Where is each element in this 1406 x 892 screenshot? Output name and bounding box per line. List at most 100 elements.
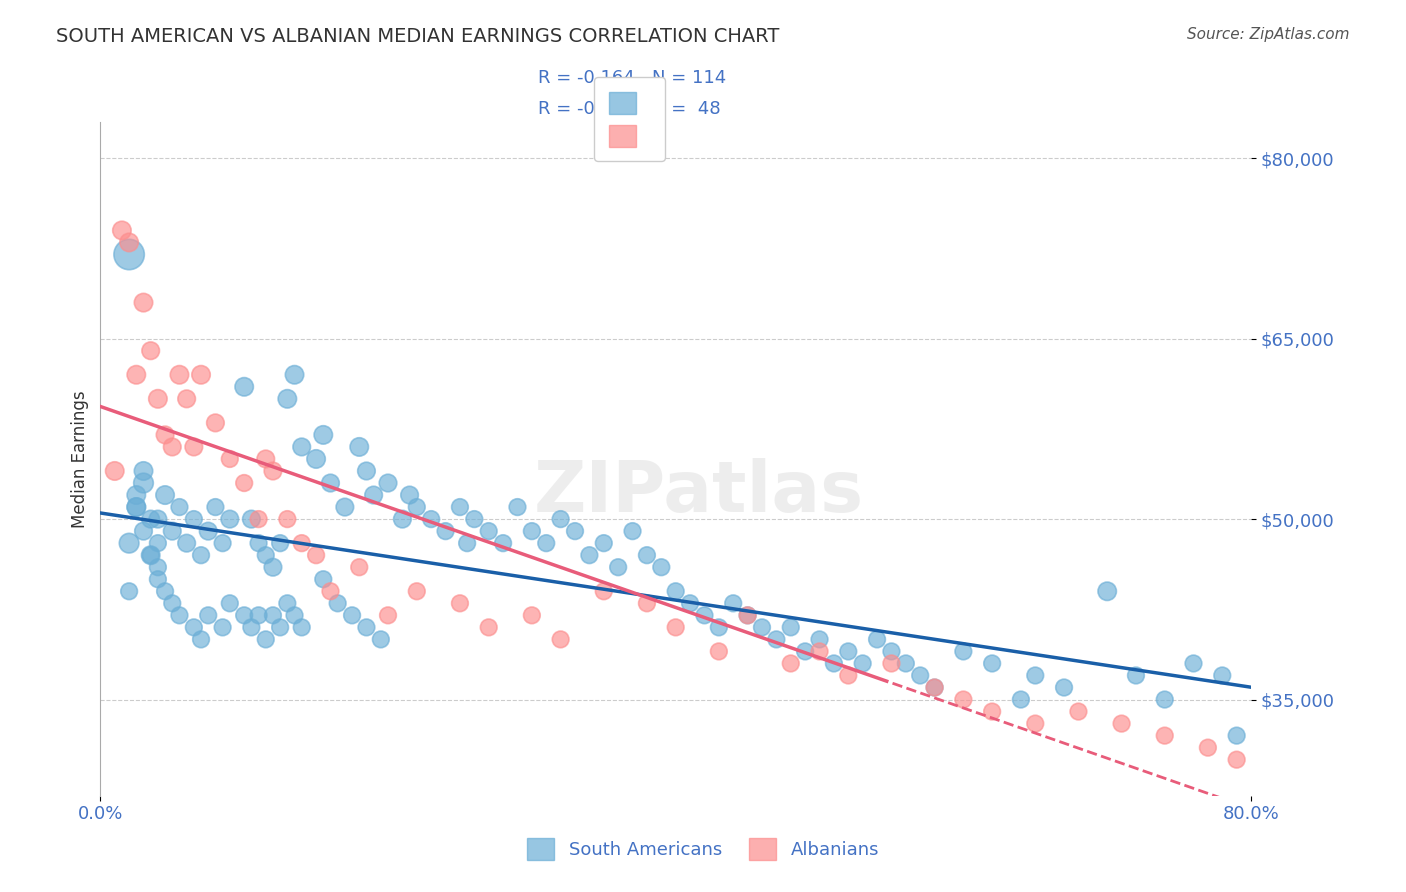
- Point: [233, 476, 256, 491]
- Point: [190, 548, 212, 562]
- Point: [564, 524, 586, 538]
- Point: [283, 368, 305, 382]
- Point: [463, 512, 485, 526]
- Point: [707, 620, 730, 634]
- Point: [779, 620, 801, 634]
- Point: [356, 620, 378, 634]
- Point: [520, 608, 543, 623]
- Point: [837, 644, 859, 658]
- Point: [146, 512, 169, 526]
- Point: [1024, 716, 1046, 731]
- Point: [1197, 740, 1219, 755]
- Legend: South Americans, Albanians: South Americans, Albanians: [513, 823, 893, 874]
- Point: [1024, 668, 1046, 682]
- Point: [536, 536, 558, 550]
- Point: [370, 632, 392, 647]
- Point: [247, 536, 270, 550]
- Point: [291, 620, 314, 634]
- Point: [262, 464, 284, 478]
- Point: [240, 620, 263, 634]
- Point: [211, 536, 233, 550]
- Point: [218, 596, 240, 610]
- Point: [276, 512, 298, 526]
- Point: [276, 392, 298, 406]
- Point: [269, 536, 291, 550]
- Point: [204, 500, 226, 514]
- Point: [254, 548, 277, 562]
- Point: [592, 584, 614, 599]
- Point: [305, 548, 328, 562]
- Point: [952, 644, 974, 658]
- Point: [751, 620, 773, 634]
- Point: [169, 500, 191, 514]
- Point: [276, 596, 298, 610]
- Point: [139, 343, 162, 358]
- Point: [125, 368, 148, 382]
- Point: [326, 596, 349, 610]
- Point: [132, 295, 155, 310]
- Point: [398, 488, 420, 502]
- Point: [111, 223, 134, 237]
- Text: R = -0.164   N = 114: R = -0.164 N = 114: [537, 70, 725, 87]
- Point: [592, 536, 614, 550]
- Point: [1153, 729, 1175, 743]
- Point: [478, 620, 501, 634]
- Point: [312, 428, 335, 442]
- Point: [981, 705, 1004, 719]
- Point: [262, 608, 284, 623]
- Point: [211, 620, 233, 634]
- Point: [153, 428, 176, 442]
- Point: [183, 620, 205, 634]
- Text: SOUTH AMERICAN VS ALBANIAN MEDIAN EARNINGS CORRELATION CHART: SOUTH AMERICAN VS ALBANIAN MEDIAN EARNIN…: [56, 27, 779, 45]
- Point: [153, 584, 176, 599]
- Point: [794, 644, 817, 658]
- Point: [737, 608, 759, 623]
- Point: [456, 536, 478, 550]
- Point: [377, 476, 399, 491]
- Point: [349, 560, 371, 574]
- Point: [162, 440, 184, 454]
- Point: [520, 524, 543, 538]
- Point: [291, 536, 314, 550]
- Point: [1010, 692, 1032, 706]
- Point: [218, 512, 240, 526]
- Point: [391, 512, 413, 526]
- Point: [169, 608, 191, 623]
- Point: [132, 524, 155, 538]
- Point: [118, 584, 141, 599]
- Point: [981, 657, 1004, 671]
- Point: [506, 500, 529, 514]
- Point: [1182, 657, 1205, 671]
- Point: [665, 620, 688, 634]
- Point: [254, 452, 277, 467]
- Point: [139, 512, 162, 526]
- Point: [218, 452, 240, 467]
- Y-axis label: Median Earnings: Median Earnings: [72, 390, 89, 528]
- Point: [146, 572, 169, 586]
- Point: [190, 368, 212, 382]
- Point: [434, 524, 457, 538]
- Point: [291, 440, 314, 454]
- Point: [924, 681, 946, 695]
- Point: [1226, 753, 1249, 767]
- Point: [837, 668, 859, 682]
- Point: [240, 512, 263, 526]
- Point: [319, 476, 342, 491]
- Point: [808, 644, 831, 658]
- Point: [118, 536, 141, 550]
- Point: [765, 632, 787, 647]
- Point: [1053, 681, 1076, 695]
- Point: [823, 657, 845, 671]
- Text: Source: ZipAtlas.com: Source: ZipAtlas.com: [1187, 27, 1350, 42]
- Point: [356, 464, 378, 478]
- Point: [247, 512, 270, 526]
- Point: [197, 608, 219, 623]
- Point: [894, 657, 917, 671]
- Point: [721, 596, 744, 610]
- Point: [449, 596, 471, 610]
- Point: [866, 632, 889, 647]
- Point: [305, 452, 328, 467]
- Point: [132, 464, 155, 478]
- Point: [852, 657, 875, 671]
- Point: [125, 500, 148, 514]
